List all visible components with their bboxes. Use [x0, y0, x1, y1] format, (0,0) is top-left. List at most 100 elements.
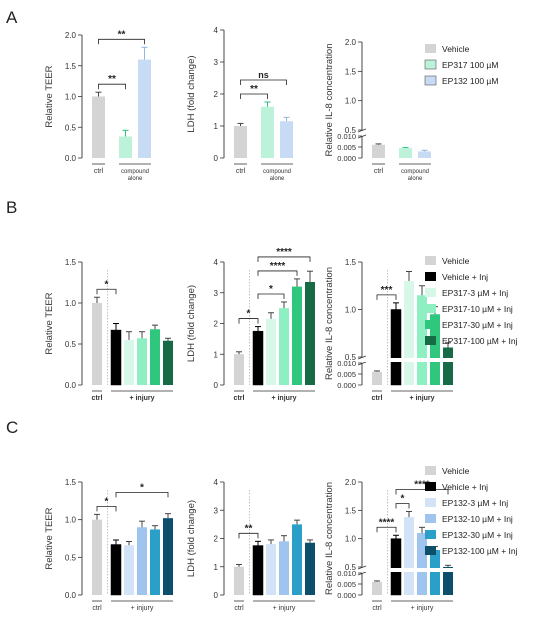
legend-swatch: [425, 546, 436, 555]
significance-bracket: [238, 318, 259, 324]
significance-label: *: [401, 493, 405, 504]
significance-label: *: [105, 279, 109, 290]
bar: [372, 144, 385, 158]
significance-bracket: [96, 505, 117, 512]
bar: [292, 524, 302, 595]
significance-bracket: [257, 293, 285, 299]
group-label: ctrl: [236, 168, 246, 175]
y-axis-label: Relative IL-8 concentration: [324, 267, 335, 380]
panel-letter: B: [6, 198, 17, 217]
chart: Relative TEER 0.0 0.5 1.0 1.5 2.0 ctrl compound…: [44, 29, 151, 182]
y-tick-label: 0.005: [337, 580, 356, 589]
bar: [110, 329, 122, 386]
legend-swatch: [425, 288, 436, 297]
significance-bracket: [98, 38, 145, 45]
axis-break-mark: [357, 134, 367, 139]
panel-letter: C: [6, 418, 18, 437]
panel-a: A Relative TEER 0.0 0.5 1.0 1.5 2.0 ctrl compoun…: [6, 8, 498, 182]
bar: [279, 308, 289, 385]
significance-bracket: [395, 489, 449, 495]
legend-swatch: [425, 530, 436, 539]
y-tick-label: 1.0: [345, 306, 357, 315]
y-tick-label: 0.010: [337, 569, 356, 578]
legend-label: Vehicle: [442, 466, 470, 476]
bar: [252, 330, 264, 386]
bar: [119, 136, 132, 158]
group-label: compound: [401, 169, 429, 175]
legend: Vehicle Vehicle + Inj EP317-3 µM + Inj EP31…: [425, 256, 518, 346]
y-tick-label: 1: [214, 563, 219, 572]
bar: [279, 541, 289, 595]
legend-label: EP317-3 µM + Inj: [442, 288, 508, 298]
legend-label: EP132-100 µM + Inj: [442, 546, 518, 556]
bar: [92, 96, 105, 158]
legend-label: EP317-100 µM + Inj: [442, 336, 518, 346]
y-tick-label: 3: [214, 506, 219, 515]
bar: [404, 281, 414, 385]
bar: [137, 338, 147, 385]
y-tick-label: 0: [214, 381, 219, 390]
legend-swatch: [424, 59, 437, 70]
y-tick-label: 2: [214, 320, 219, 329]
bar: [252, 545, 264, 596]
axis-break-mark: [357, 361, 367, 366]
bar: [430, 314, 440, 385]
bar: [261, 106, 274, 158]
y-tick-label: 4: [214, 258, 219, 267]
bar: [266, 318, 276, 385]
significance-label: ns: [258, 70, 269, 80]
axis-break-gap: [390, 568, 457, 572]
axis-break-mark: [357, 571, 367, 576]
group-label: ctrl: [234, 395, 245, 402]
y-axis-label: LDH (fold change): [186, 55, 197, 132]
significance-label: *: [269, 284, 273, 295]
significance-bracket: [240, 93, 268, 99]
y-axis-label: Relative IL-8 concentration: [324, 43, 335, 156]
axis-break-mark: [357, 565, 367, 570]
y-tick-label: 0.005: [337, 370, 356, 379]
group-label: ctrl: [234, 605, 244, 612]
group-label: alone: [408, 176, 423, 182]
significance-label: **: [118, 29, 126, 40]
chart: Relative IL-8 concentration 0.5 1.0 1.5 2.0 0…: [324, 478, 459, 612]
y-tick-label: 0: [214, 154, 219, 163]
bar: [163, 340, 173, 385]
group-label: ctrl: [92, 605, 102, 612]
group-label: compound: [121, 169, 149, 175]
significance-bracket: [98, 83, 126, 90]
chart: Relative TEER 0.0 0.5 1.0 1.5 ctrl + injury * *: [44, 478, 173, 612]
bar: [163, 518, 173, 595]
y-tick-label: 1.5: [65, 258, 77, 267]
significance-bracket: [257, 270, 298, 276]
y-tick-label: 4: [214, 478, 219, 487]
y-tick-label: 1.0: [345, 535, 357, 544]
y-tick-label: 2.0: [345, 478, 357, 487]
bar: [280, 121, 293, 158]
legend: Vehicle Vehicle + Inj EP132-3 µM + Inj EP13…: [425, 466, 518, 556]
bar: [234, 126, 247, 158]
bar: [390, 538, 402, 596]
y-tick-label: 0.5: [65, 553, 77, 562]
group-label: ctrl: [92, 395, 103, 402]
legend-label: Vehicle: [442, 44, 470, 54]
bar: [124, 339, 134, 385]
bar: [418, 151, 431, 158]
bar: [124, 545, 134, 595]
group-label: alone: [270, 176, 285, 182]
y-tick-label: 0: [214, 591, 219, 600]
legend-label: EP317 100 µM: [442, 60, 498, 70]
axis-break-mark: [357, 128, 367, 133]
y-tick-label: 0.5: [65, 340, 77, 349]
y-tick-label: 0.000: [337, 381, 356, 390]
bar: [110, 544, 122, 596]
significance-label: **: [250, 84, 258, 95]
y-tick-label: 0.0: [65, 381, 77, 390]
y-tick-label: 2: [214, 90, 219, 99]
y-tick-label: 0.5: [345, 353, 357, 362]
y-tick-label: 1.0: [65, 93, 77, 102]
group-label: ctrl: [374, 168, 384, 175]
y-tick-label: 0.000: [337, 154, 356, 163]
legend-swatch: [424, 75, 437, 86]
group-label: ctrl: [94, 168, 104, 175]
